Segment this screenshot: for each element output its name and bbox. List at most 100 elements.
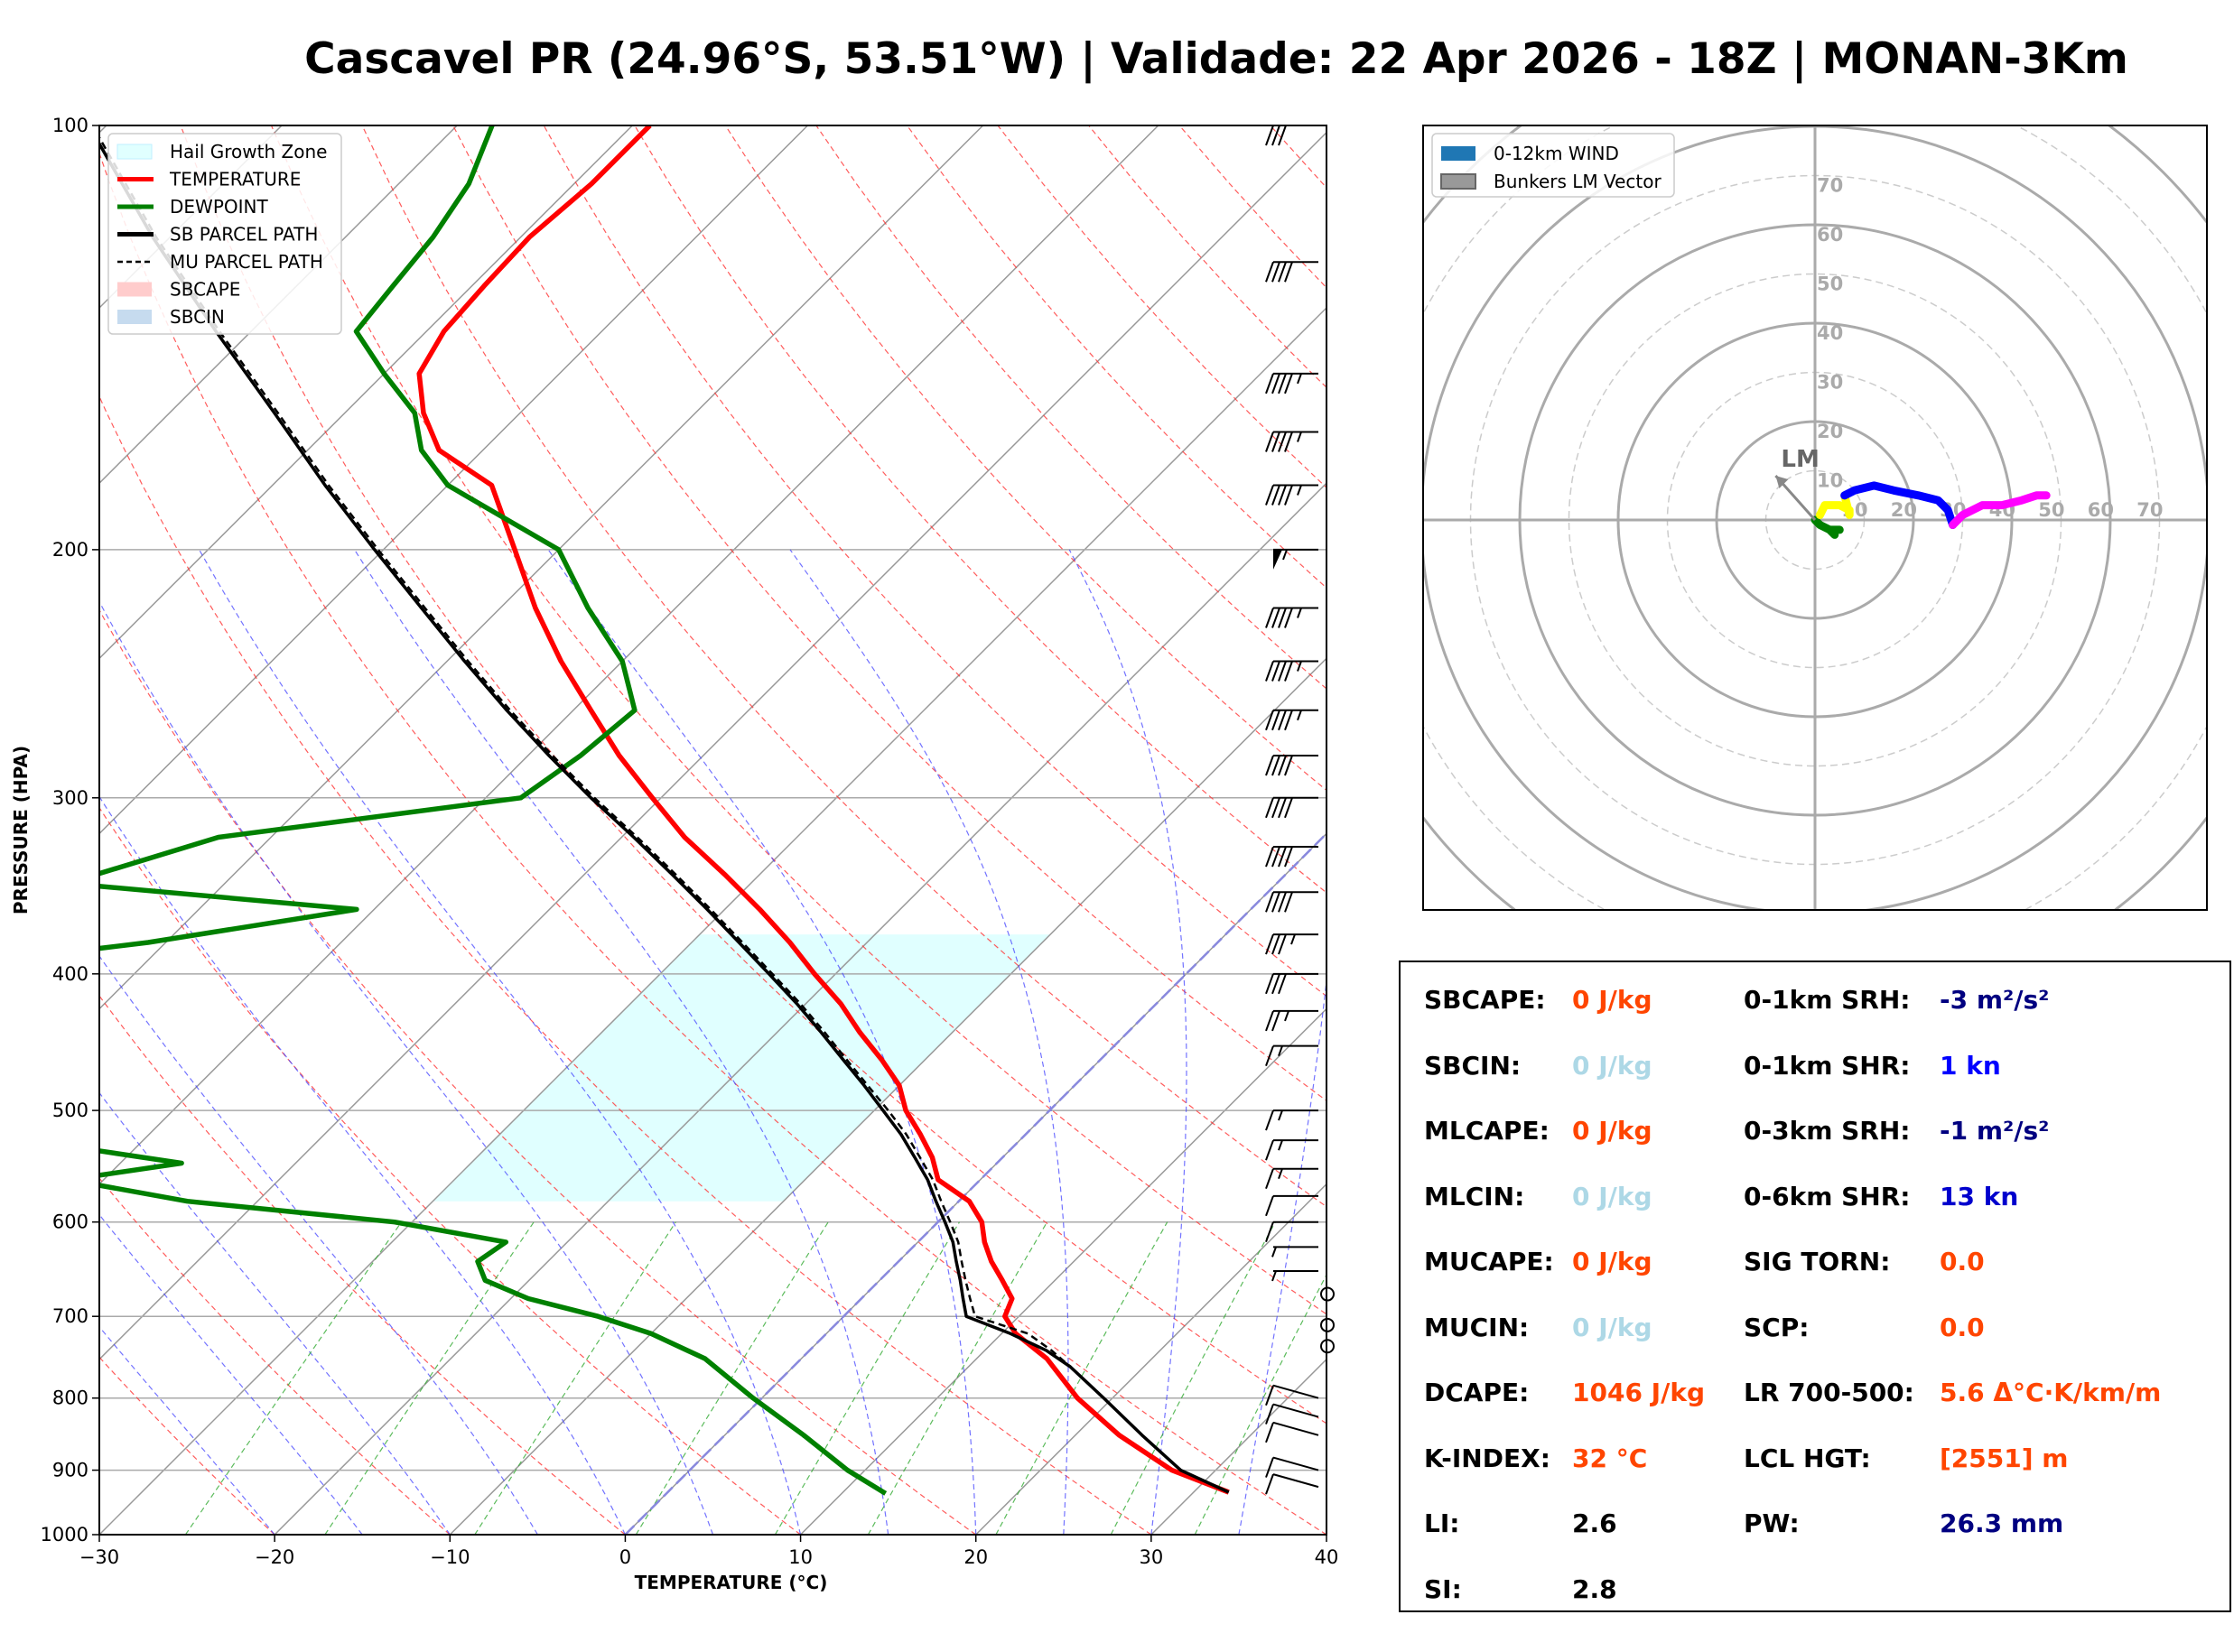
barb-flag [1265,710,1274,731]
wind-barb [1265,1220,1318,1243]
x-tick-label: 10 [788,1546,813,1568]
barb-flag [1265,1404,1274,1425]
barb-flag [1284,661,1293,682]
isotherm [99,306,1326,1535]
barb-flag [1265,125,1274,146]
left-param-value: 2.6 [1572,1508,1617,1538]
parameters-table: SBCAPE: 0 J/kg SBCIN: 0 J/kg MLCAPE: 0 J/kg ML… [1399,961,2231,1612]
right-param-label: PW: [1744,1508,1800,1538]
left-param-label: MLCAPE: [1424,1116,1550,1146]
barb-flag [1271,846,1280,868]
x-tick-label: 40 [1315,1546,1339,1568]
barb-half-flag [1271,1247,1277,1258]
right-param-value: 13 kn [1940,1181,2019,1211]
wind-barb [1265,933,1318,955]
left-param-label: DCAPE: [1424,1378,1530,1407]
barb-flag [1265,373,1274,394]
wind-barb [1265,1009,1318,1032]
wind-barb [1265,1403,1319,1425]
wind-barb [1265,709,1318,731]
barb-staff [1272,1473,1319,1489]
mixing-ratio-line [995,1221,1168,1535]
wind-barb [1265,796,1318,819]
barb-flag [1271,661,1280,682]
barb-flag [1278,485,1287,506]
mu-parcel-line [99,135,1230,1494]
isotherm [99,125,1159,1185]
barb-flag [1265,1473,1274,1495]
barb-flag [1265,797,1274,819]
barb-flag [1265,755,1274,776]
isotherm [99,125,283,310]
right-param-value: -1 m²/s² [1940,1116,2050,1146]
barb-flag [1278,125,1287,146]
wind-barb [1265,1456,1319,1478]
legend-label: SBCAPE [170,279,240,301]
wind-barb [1265,484,1318,506]
barb-flag [1284,261,1293,283]
right-param-value: [2551] m [1940,1443,2069,1473]
barb-flag [1284,432,1293,452]
right-param-label: 0-6km SHR: [1744,1181,1911,1211]
barb-half-flag [1282,549,1288,561]
dry-adiabat [99,806,801,1535]
moist-adiabat [199,549,802,1535]
barb-flag [1284,797,1293,819]
right-param-value: 5.6 Δ°C·K/km/m [1940,1378,2162,1407]
dry-adiabat [361,125,1326,1208]
y-tick-label: 700 [52,1305,88,1327]
right-param-label: LR 700-500: [1744,1378,1914,1407]
barb-staff [1272,1384,1319,1399]
wind-barb [1265,1139,1318,1161]
barb-flag [1265,1168,1274,1190]
isotherm [274,482,1326,1535]
isotherm [99,125,458,485]
moist-adiabat [99,1325,275,1535]
barb-flag [1265,1457,1274,1478]
barb-flag [1278,797,1287,819]
left-param-value: 0 J/kg [1572,1116,1652,1146]
barb-half-flag [1278,1168,1283,1180]
barb-half-flag [1271,1270,1277,1282]
barb-flag [1271,710,1280,731]
barb-flag [1265,261,1274,283]
x-axis-label: TEMPERATURE (°C) [635,1572,828,1593]
moist-adiabat [99,1213,363,1535]
wind-barb [1265,125,1318,146]
left-param-value: 2.8 [1572,1573,1617,1604]
dry-adiabat [99,608,977,1535]
barb-half-flag [1284,1010,1289,1022]
dry-adiabat [99,151,1326,1535]
y-tick-label: 800 [52,1387,88,1409]
barb-flag [1278,755,1287,776]
mixing-ratio-line [324,1221,535,1535]
barb-flag [1265,432,1274,452]
mixing-ratio-line [1194,1273,1326,1535]
barb-staff [1272,1456,1319,1471]
barb-half-flag [1297,661,1302,672]
barb-flag [1278,261,1287,283]
barb-flag [1278,432,1287,452]
temperature-line [416,125,1230,1495]
barb-flag [1265,891,1274,913]
isotherm [99,125,808,835]
barb-flag [1271,608,1280,628]
barb-half-flag [1297,373,1302,385]
wind-barb [1265,607,1318,628]
barb-flag [1265,933,1274,955]
barb-half-flag [1290,933,1296,945]
barb-flag [1265,1010,1274,1032]
x-tick-label: 0 [619,1546,631,1568]
barb-flag [1271,373,1280,394]
barb-flag [1265,1195,1274,1217]
moist-adiabat [99,1091,451,1535]
barb-flag [1271,891,1280,913]
right-param-label: SIG TORN: [1744,1247,1891,1276]
right-param-label: 0-3km SRH: [1744,1116,1911,1146]
wind-barb [1265,891,1318,913]
legend-label: SBCIN [170,306,225,328]
x-tick-label: −10 [430,1546,470,1568]
barb-flag [1278,710,1287,731]
barb-flag [1271,933,1280,955]
legend-label: DEWPOINT [170,196,268,218]
